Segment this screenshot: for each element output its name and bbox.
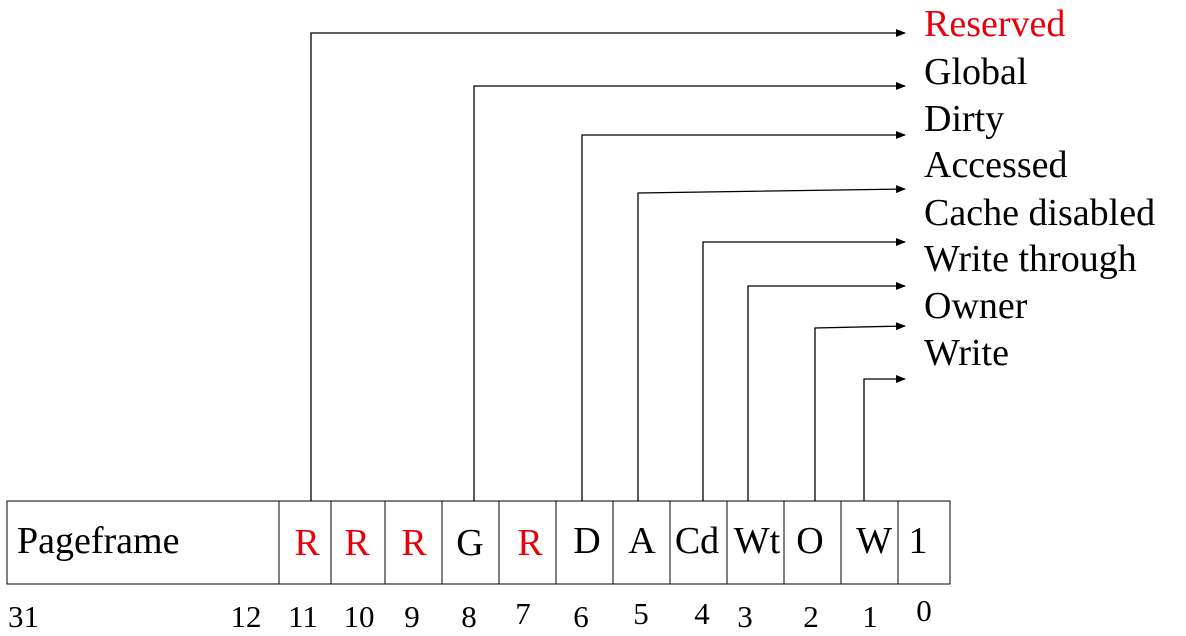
bit-number-6: 6 [573,599,589,634]
register-box [6,500,951,585]
connector-global [473,82,906,501]
bit-number-9: 9 [404,599,420,634]
field-bit3: Wt [734,520,781,562]
legend-dirty: Dirty [924,98,1004,140]
field-bit0: 1 [909,520,928,562]
field-bit8: G [456,522,483,564]
field-bit2: O [796,520,823,562]
field-bit11: R [294,522,320,564]
connector-dirty [581,131,906,501]
bit-number-7: 7 [515,596,531,631]
connector-write-through [747,282,906,501]
bit-number-3: 3 [737,599,753,634]
field-bit5: A [628,520,656,562]
bit-number-8: 8 [461,599,477,634]
field-pageframe: Pageframe [17,520,179,562]
bit-number-31: 31 [8,599,39,634]
field-bit4: Cd [675,520,719,562]
connector-cache-disabled [702,238,906,501]
connector-write [863,375,906,501]
legend-cache-disabled: Cache disabled [924,192,1155,234]
legend-write-through: Write through [924,238,1137,280]
bit-number-0: 0 [916,593,932,628]
legend-write: Write [924,332,1009,374]
connector-owner [814,322,906,501]
bit-number-12: 12 [231,599,262,634]
legend-global: Global [924,51,1027,93]
legend-owner: Owner [924,285,1028,327]
bit-number-5: 5 [633,596,649,631]
field-bit6: D [573,520,600,562]
bit-number-2: 2 [803,599,819,634]
bit-number-4: 4 [694,596,710,631]
field-dividers [278,501,899,584]
bit-number-1: 1 [862,599,878,634]
field-bit9: R [401,522,427,564]
bit-number-10: 10 [344,599,375,634]
field-bit7: R [517,522,543,564]
field-bit1: W [856,520,892,562]
connector-reserved [310,29,906,501]
field-bit10: R [344,522,370,564]
legend-reserved: Reserved [924,3,1065,45]
legend-accessed: Accessed [924,144,1067,186]
connector-accessed [637,185,906,501]
bit-number-11: 11 [288,599,318,634]
